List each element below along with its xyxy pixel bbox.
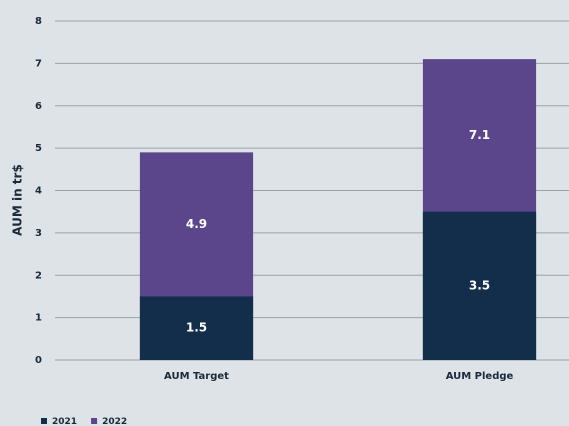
- legend-label: 2022: [102, 417, 127, 426]
- bar: [422, 211, 537, 360]
- y-tick-label: 4: [35, 186, 42, 197]
- y-tick-label: 7: [35, 58, 42, 69]
- value-label: 3.5: [469, 278, 490, 292]
- legend-swatch: [91, 418, 98, 424]
- value-label: 7.1: [469, 128, 490, 142]
- value-label: 4.9: [186, 217, 207, 231]
- y-tick-label: 2: [35, 270, 42, 281]
- x-tick-label: AUM Pledge: [446, 371, 514, 382]
- y-tick-label: 5: [35, 143, 42, 154]
- y-tick-label: 6: [35, 101, 42, 112]
- y-tick-label: 8: [35, 16, 42, 27]
- x-tick-label: AUM Target: [164, 371, 229, 382]
- bar: [139, 296, 254, 360]
- y-tick-label: 0: [35, 355, 42, 366]
- value-label: 1.5: [186, 321, 207, 335]
- y-tick-label: 3: [35, 228, 42, 239]
- y-axis-label: AUM in tr$: [11, 164, 25, 236]
- legend-swatch: [41, 418, 47, 424]
- legend-label: 2021: [52, 417, 77, 426]
- y-tick-label: 1: [35, 313, 42, 324]
